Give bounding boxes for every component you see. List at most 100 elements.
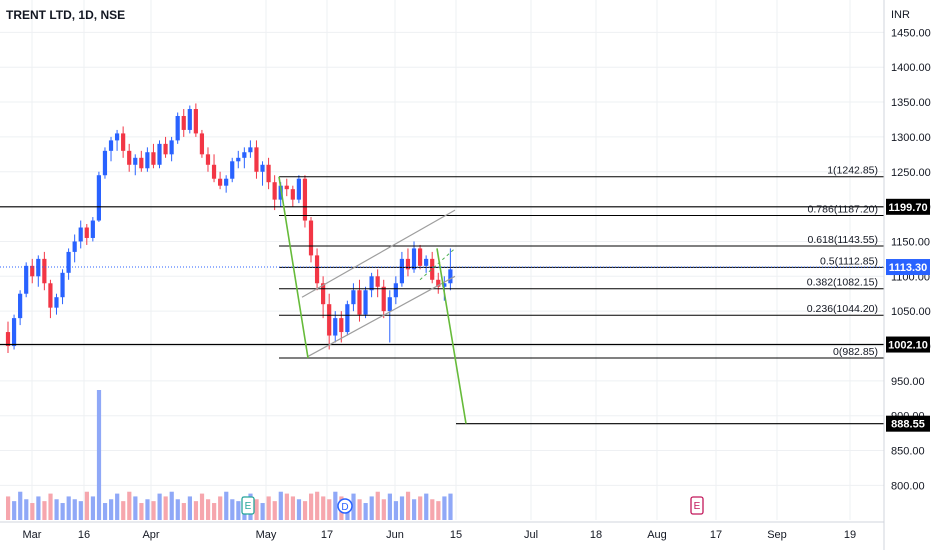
channel-upper — [301, 209, 456, 298]
candle-body — [114, 133, 120, 141]
candle-body — [448, 269, 453, 284]
candle-body — [133, 157, 138, 165]
price-tick-label: 800.00 — [891, 480, 925, 492]
volume-bar — [224, 491, 229, 520]
time-tick-label: 17 — [710, 529, 722, 541]
volume-bar — [66, 496, 71, 520]
candle-body — [345, 304, 350, 333]
price-tag-888-bg — [886, 415, 930, 432]
volume-bar — [321, 496, 326, 520]
volume-bar — [151, 501, 156, 520]
volume-bar — [115, 493, 120, 520]
candle-body — [230, 161, 235, 179]
volume-bar — [309, 493, 314, 520]
candle-body — [272, 182, 277, 200]
volume-bar — [315, 491, 320, 520]
candle-body — [260, 164, 265, 172]
chart-title: TRENT LTD, 1D, NSE — [6, 8, 126, 22]
candle-body — [181, 115, 186, 130]
price-tag-last: 1113.30 — [889, 262, 928, 274]
volume-bar — [375, 491, 380, 520]
candle-body — [284, 185, 289, 190]
candle-body — [351, 290, 356, 305]
candle-body — [42, 258, 47, 284]
candle-body — [405, 258, 411, 270]
volume-bar — [60, 503, 65, 520]
candle-body — [78, 227, 83, 242]
candle-body — [248, 147, 253, 153]
candle-body — [24, 265, 29, 294]
volume-bar — [84, 491, 89, 520]
volume-bar — [78, 501, 83, 520]
volume-bar — [30, 503, 35, 520]
candle-body — [54, 297, 59, 308]
candle-body — [96, 175, 101, 221]
candle-body — [36, 258, 41, 277]
volume-bar — [327, 499, 332, 520]
candle-body — [442, 283, 447, 287]
candle-body — [430, 258, 435, 280]
candle-body — [211, 164, 217, 179]
volume-bar — [193, 501, 199, 520]
volume-bar — [381, 499, 386, 520]
fib-label: 0.5(1112.85) — [820, 255, 878, 267]
candle-body — [121, 133, 126, 151]
channel-lower — [307, 275, 456, 357]
time-tick-label: Mar — [23, 529, 42, 541]
candle-body — [60, 272, 65, 298]
volume-bar — [181, 503, 186, 520]
candle-body — [5, 332, 11, 346]
volume-bar — [109, 499, 114, 520]
price-tick-label: 1350.00 — [891, 97, 931, 109]
volume-bar — [369, 496, 374, 520]
volume-bar — [72, 499, 77, 520]
candle-body — [224, 178, 229, 186]
candle-body — [199, 133, 205, 155]
candle-body — [18, 293, 23, 319]
candle-body — [254, 147, 259, 172]
time-tick-label: May — [256, 529, 277, 541]
grid — [0, 0, 884, 520]
candle-body — [108, 140, 114, 151]
volume-bar — [424, 493, 429, 520]
volume-bar — [127, 491, 132, 520]
candle-body — [308, 220, 314, 256]
earnings-marker — [690, 496, 704, 515]
volume-bar — [302, 501, 308, 520]
projection-target-leg — [436, 248, 467, 424]
candle-body — [436, 279, 441, 287]
candle-body — [157, 143, 162, 165]
candle-body — [375, 276, 380, 287]
fib-label: 0(982.85) — [833, 346, 878, 358]
volume-bar — [230, 499, 235, 520]
volume-bar — [18, 491, 23, 520]
volume-bar — [296, 499, 302, 520]
volume-bar — [278, 491, 283, 520]
earnings-marker — [241, 496, 255, 515]
volume-bar — [260, 503, 265, 520]
volume-bar — [121, 501, 126, 520]
volume-bar — [387, 493, 392, 520]
volume-bar — [333, 491, 338, 520]
volume-bar — [145, 499, 150, 520]
price-tag-888: 888.55 — [891, 419, 925, 431]
volume-bar — [212, 503, 217, 520]
volume-bar — [418, 496, 423, 520]
volume-bar — [175, 499, 180, 520]
candle-body — [175, 115, 180, 141]
volume-bar — [351, 493, 356, 520]
projection-down-leg — [278, 176, 309, 359]
candle-body — [90, 220, 95, 238]
candle-body — [66, 251, 71, 273]
candle-body — [363, 290, 368, 315]
candle-body — [357, 290, 362, 315]
volume-bar — [48, 493, 53, 520]
price-tick-label: 1050.00 — [891, 306, 931, 318]
candle-body — [11, 318, 17, 346]
candle-body — [387, 297, 392, 312]
volume-bar — [205, 499, 211, 520]
candle-body — [278, 185, 283, 200]
